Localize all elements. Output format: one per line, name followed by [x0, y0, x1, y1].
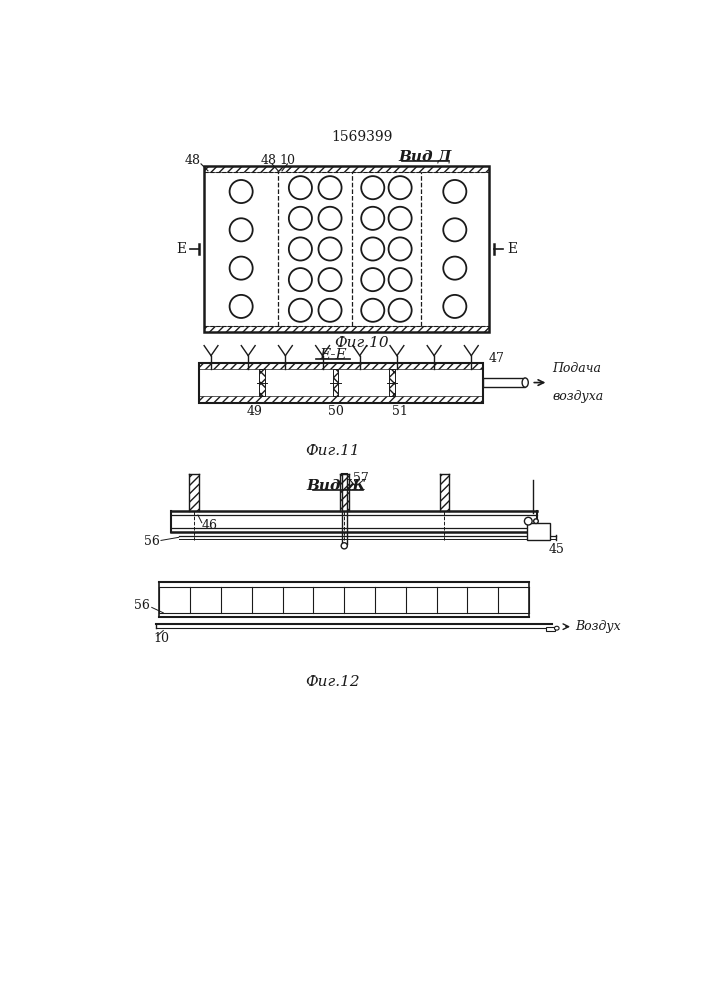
Bar — [546, 627, 555, 631]
Text: 51: 51 — [392, 405, 408, 418]
Circle shape — [318, 237, 341, 261]
Circle shape — [389, 237, 411, 261]
Circle shape — [318, 176, 341, 199]
Circle shape — [341, 543, 347, 549]
Circle shape — [534, 519, 538, 523]
Text: 1569399: 1569399 — [332, 130, 392, 144]
Bar — [204, 166, 489, 332]
Text: 10: 10 — [153, 632, 169, 645]
Bar — [199, 363, 483, 369]
Circle shape — [230, 295, 252, 318]
Text: 48: 48 — [261, 154, 277, 167]
Text: 45: 45 — [549, 543, 564, 556]
Circle shape — [361, 176, 385, 199]
Text: Подача: Подача — [552, 362, 601, 375]
Circle shape — [443, 218, 467, 241]
Circle shape — [361, 268, 385, 291]
Text: Фиг.10: Фиг.10 — [334, 336, 390, 350]
Bar — [527, 523, 550, 540]
Circle shape — [443, 295, 467, 318]
Circle shape — [318, 207, 341, 230]
Bar — [339, 474, 349, 511]
Bar — [333, 369, 338, 396]
Circle shape — [289, 299, 312, 322]
Bar — [204, 326, 489, 332]
Circle shape — [389, 268, 411, 291]
Circle shape — [230, 218, 252, 241]
Text: 50: 50 — [327, 405, 344, 418]
Text: Фиг.12: Фиг.12 — [305, 675, 360, 689]
Text: Вид Д: Вид Д — [399, 150, 452, 164]
Circle shape — [443, 257, 467, 280]
Circle shape — [289, 268, 312, 291]
Bar — [199, 363, 483, 403]
Text: E-E: E-E — [319, 348, 346, 362]
Bar — [199, 396, 483, 403]
Circle shape — [289, 207, 312, 230]
Ellipse shape — [554, 626, 559, 630]
Bar — [390, 369, 395, 396]
Circle shape — [443, 180, 467, 203]
Text: Фиг.11: Фиг.11 — [305, 444, 360, 458]
Text: 56: 56 — [144, 535, 160, 548]
Bar — [440, 474, 449, 511]
Bar — [189, 474, 199, 511]
Circle shape — [389, 207, 411, 230]
Text: Вид Ж: Вид Ж — [307, 479, 366, 493]
Circle shape — [289, 237, 312, 261]
Bar — [259, 369, 264, 396]
Circle shape — [361, 299, 385, 322]
Circle shape — [389, 176, 411, 199]
Circle shape — [361, 207, 385, 230]
Circle shape — [318, 268, 341, 291]
Circle shape — [361, 237, 385, 261]
Text: 47: 47 — [489, 352, 505, 365]
Text: 56: 56 — [134, 599, 150, 612]
Circle shape — [230, 180, 252, 203]
Bar — [204, 166, 489, 172]
Circle shape — [289, 176, 312, 199]
Ellipse shape — [522, 378, 528, 387]
Circle shape — [525, 517, 532, 525]
Text: E: E — [507, 242, 517, 256]
Text: 57: 57 — [354, 472, 369, 485]
Text: 10: 10 — [279, 154, 296, 167]
Text: воздуха: воздуха — [552, 390, 603, 403]
Circle shape — [318, 299, 341, 322]
Text: 46: 46 — [201, 519, 218, 532]
Text: E: E — [176, 242, 186, 256]
Text: Воздух: Воздух — [575, 620, 621, 633]
Text: 48: 48 — [185, 154, 200, 167]
Bar — [483, 378, 525, 387]
Text: 49: 49 — [246, 405, 262, 418]
Circle shape — [389, 299, 411, 322]
Circle shape — [230, 257, 252, 280]
